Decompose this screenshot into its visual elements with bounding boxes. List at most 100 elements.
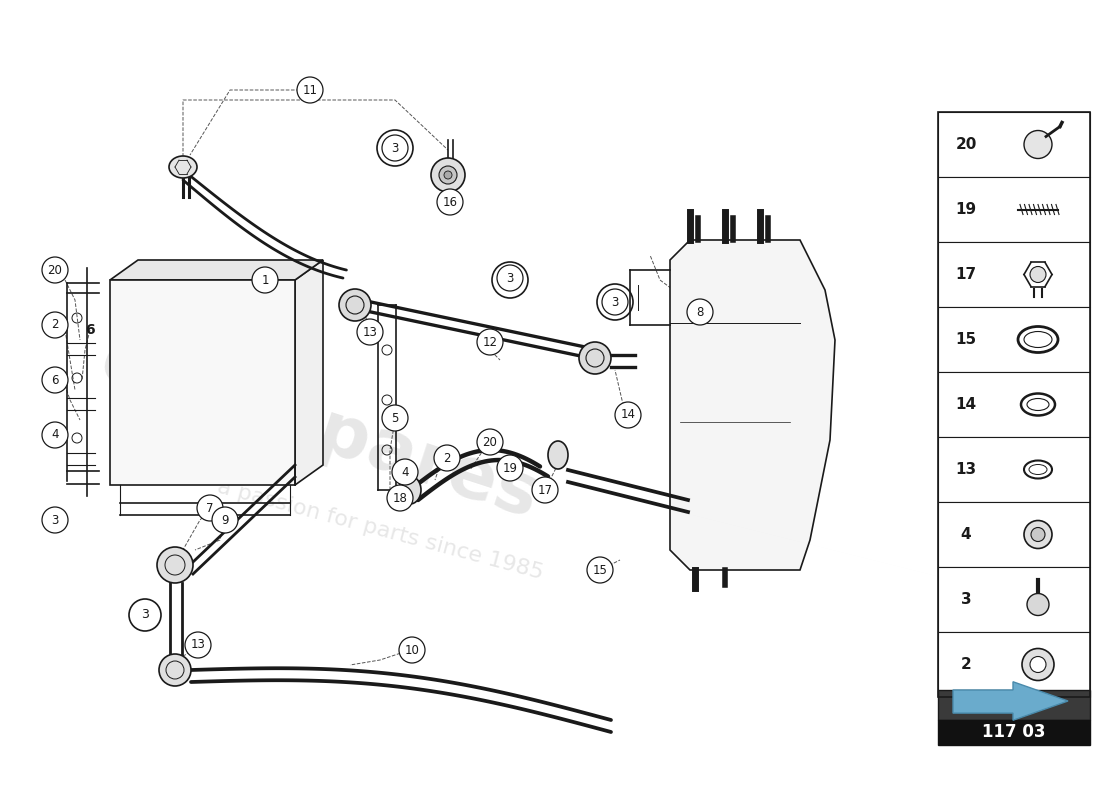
Text: 3: 3 [960,592,971,607]
Text: 8: 8 [696,306,704,318]
Circle shape [477,329,503,355]
Circle shape [185,632,211,658]
Circle shape [399,637,425,663]
Circle shape [477,429,503,455]
Circle shape [434,445,460,471]
Text: 18: 18 [393,491,407,505]
Circle shape [431,158,465,192]
Text: 3: 3 [141,609,149,622]
Text: 4: 4 [960,527,971,542]
Polygon shape [110,280,295,485]
Bar [938,502,1090,567]
Circle shape [252,267,278,293]
Circle shape [497,455,522,481]
Text: 14: 14 [620,409,636,422]
Circle shape [42,367,68,393]
Polygon shape [953,682,1068,720]
Bar [938,720,1090,745]
Circle shape [437,189,463,215]
Text: 13: 13 [956,462,977,477]
Circle shape [382,405,408,431]
Text: 6: 6 [85,323,95,337]
Circle shape [688,299,713,325]
Text: 3: 3 [612,295,618,309]
Text: 9: 9 [221,514,229,526]
Text: 19: 19 [503,462,517,474]
Text: 14: 14 [956,397,977,412]
Text: 3: 3 [392,142,398,154]
Text: 3: 3 [612,295,619,309]
Circle shape [197,495,223,521]
Text: 117 03: 117 03 [982,723,1046,742]
Bar [938,112,1090,697]
Text: 5: 5 [392,411,398,425]
Circle shape [160,654,191,686]
Circle shape [157,547,192,583]
Circle shape [42,507,68,533]
Circle shape [1030,657,1046,673]
Circle shape [358,319,383,345]
Text: 11: 11 [302,83,318,97]
Ellipse shape [399,476,421,504]
Ellipse shape [548,441,568,469]
Text: 13: 13 [363,326,377,338]
Circle shape [382,135,408,161]
Text: 15: 15 [593,563,607,577]
Bar [938,242,1090,307]
Text: 12: 12 [483,335,497,349]
Circle shape [444,171,452,179]
Text: a passion for parts since 1985: a passion for parts since 1985 [214,477,546,583]
Text: 2: 2 [52,318,58,331]
Bar [938,690,1090,720]
Bar [938,437,1090,502]
Text: 3: 3 [506,271,514,285]
Text: 3: 3 [392,142,399,154]
Circle shape [377,130,412,166]
Polygon shape [110,260,323,280]
Text: eurospares: eurospares [92,326,548,534]
Text: 4: 4 [52,429,58,442]
Bar [938,177,1090,242]
Bar [938,567,1090,632]
Circle shape [42,422,68,448]
Circle shape [392,459,418,485]
Bar [938,307,1090,372]
Text: 15: 15 [956,332,977,347]
Text: 3: 3 [52,514,58,526]
Circle shape [129,599,161,631]
Text: 4: 4 [402,466,409,478]
Circle shape [1030,266,1046,282]
Text: 3: 3 [506,274,514,286]
Text: 2: 2 [443,451,451,465]
Circle shape [615,402,641,428]
Text: 16: 16 [442,195,458,209]
Text: 19: 19 [956,202,977,217]
Circle shape [597,284,632,320]
Circle shape [42,257,68,283]
Text: 20: 20 [47,263,63,277]
Text: 2: 2 [960,657,971,672]
Circle shape [492,262,528,298]
Circle shape [439,166,456,184]
Text: 17: 17 [538,483,552,497]
Polygon shape [295,260,323,485]
Text: 17: 17 [956,267,977,282]
Text: 6: 6 [52,374,58,386]
Circle shape [532,477,558,503]
Circle shape [1031,527,1045,542]
Circle shape [602,289,628,315]
Circle shape [387,485,412,511]
Ellipse shape [169,156,197,178]
Circle shape [339,289,371,321]
Circle shape [297,77,323,103]
Bar [938,112,1090,177]
Circle shape [1022,649,1054,681]
Circle shape [497,265,522,291]
Circle shape [1024,130,1052,158]
Polygon shape [670,240,835,570]
Text: 7: 7 [207,502,213,514]
Circle shape [42,312,68,338]
Text: 13: 13 [190,638,206,651]
Circle shape [212,507,238,533]
Text: 1: 1 [262,274,268,286]
